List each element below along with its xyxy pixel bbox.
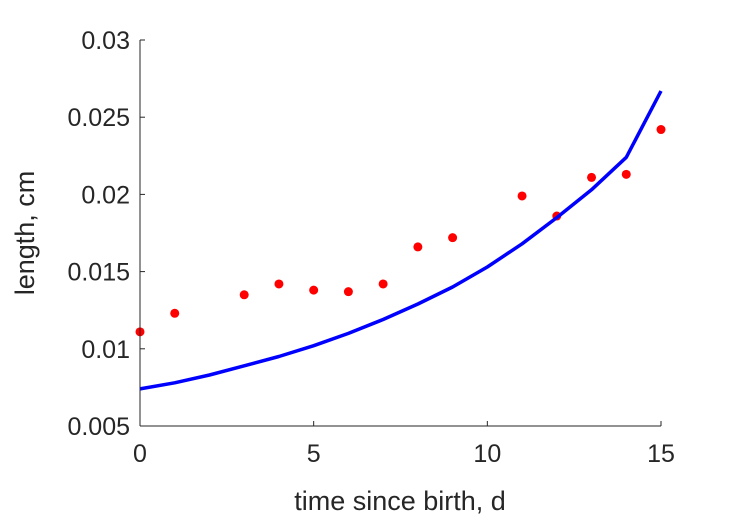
- data-point: [622, 170, 631, 179]
- data-point: [448, 233, 457, 242]
- chart: 0 5 10 15 0.005 0.01 0.015 0.02 0.025 0.03 time …: [0, 0, 729, 521]
- x-tick-label: 10: [473, 440, 501, 468]
- data-point: [413, 242, 422, 251]
- x-tick-label: 5: [307, 440, 321, 468]
- data-point: [309, 286, 318, 295]
- y-axis-label: length, cm: [10, 171, 40, 296]
- data-point: [587, 173, 596, 182]
- data-point: [274, 279, 283, 288]
- data-point: [657, 125, 666, 134]
- x-tick-label: 15: [647, 440, 675, 468]
- y-tick-label: 0.02: [81, 181, 130, 209]
- y-tick-label: 0.025: [67, 104, 130, 132]
- data-point: [240, 290, 249, 299]
- data-point: [344, 287, 353, 296]
- data-point: [379, 279, 388, 288]
- y-tick-label: 0.015: [67, 259, 130, 287]
- data-point: [518, 191, 527, 200]
- y-tick-label: 0.01: [81, 336, 130, 364]
- data-point: [170, 309, 179, 318]
- x-axis-label: time since birth, d: [294, 486, 506, 516]
- y-tick-label: 0.005: [67, 413, 130, 441]
- y-tick-label: 0.03: [81, 27, 130, 55]
- x-tick-label: 0: [133, 440, 147, 468]
